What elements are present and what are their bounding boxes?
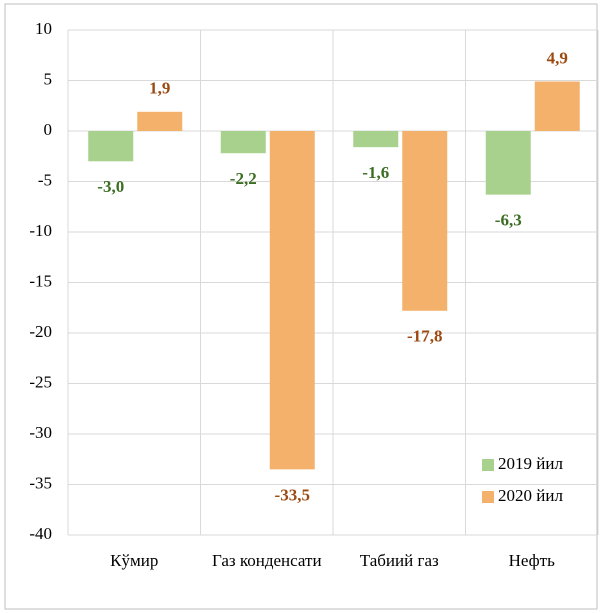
data-label: -3,0 [97, 177, 124, 196]
y-tick-label: -10 [29, 221, 52, 240]
bar [534, 81, 580, 131]
y-tick-label: -30 [29, 423, 52, 442]
bar [485, 131, 531, 195]
x-tick-label: Нефть [508, 551, 555, 570]
y-tick-label: -35 [29, 473, 52, 492]
legend-swatch [482, 491, 494, 503]
y-tick-label: 5 [44, 69, 53, 88]
y-tick-label: -5 [38, 170, 52, 189]
bar [137, 111, 183, 131]
x-tick-label: Табиий газ [359, 551, 439, 570]
data-label: 1,9 [149, 79, 170, 98]
data-label: -2,2 [230, 169, 257, 188]
bar [88, 131, 134, 162]
y-tick-label: 0 [44, 120, 53, 139]
y-tick-label: -40 [29, 524, 52, 543]
bar [353, 131, 399, 148]
legend-label: 2020 йил [498, 486, 563, 505]
data-label: 4,9 [547, 48, 568, 67]
chart-border [4, 3, 598, 610]
legend-swatch [482, 459, 494, 471]
bar [220, 131, 266, 154]
x-tick-label: Газ конденсати [211, 551, 322, 570]
bar [269, 131, 315, 470]
data-label: -17,8 [407, 327, 442, 346]
y-tick-label: -15 [29, 271, 52, 290]
y-tick-label: -20 [29, 322, 52, 341]
y-tick-label: 10 [35, 19, 52, 38]
data-label: -33,5 [275, 485, 310, 504]
data-label: -1,6 [362, 163, 389, 182]
bar [402, 131, 448, 311]
data-label: -6,3 [495, 211, 522, 230]
legend-label: 2019 йил [498, 454, 563, 473]
y-tick-label: -25 [29, 372, 52, 391]
x-tick-label: Кўмир [110, 551, 159, 570]
